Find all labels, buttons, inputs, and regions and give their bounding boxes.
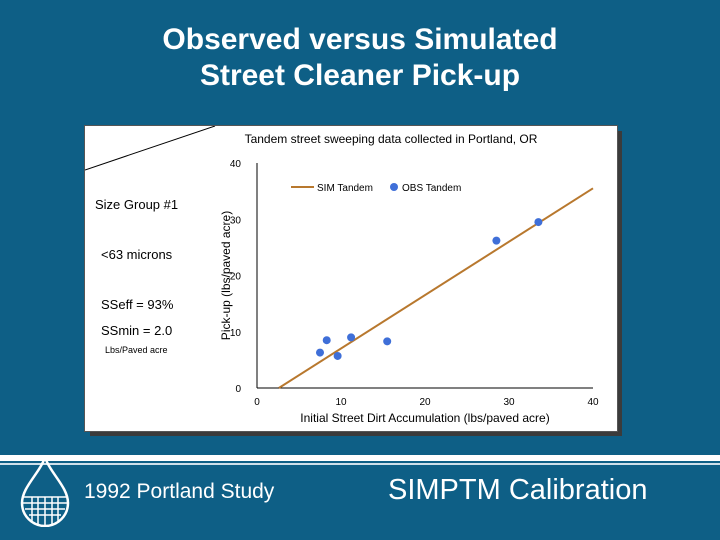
obs-tandem-point <box>333 351 342 360</box>
x-tick-label: 40 <box>587 397 599 408</box>
obs-tandem-point <box>492 236 501 245</box>
x-axis-label: Initial Street Dirt Accumulation (lbs/pa… <box>300 411 549 425</box>
tick-group: 0 10 20 30 40 0 10 20 30 40 <box>230 159 599 408</box>
sseff-label: SSeff = 93% <box>101 297 174 312</box>
y-tick-label: 0 <box>235 384 241 395</box>
footer-divider <box>0 455 720 461</box>
series-group <box>278 187 594 389</box>
y-tick-label: 20 <box>230 272 242 283</box>
y-tick-label: 40 <box>230 159 242 170</box>
footer-calibration-label: SIMPTM Calibration <box>388 474 648 506</box>
corner-diagonal <box>85 126 216 171</box>
x-tick-label: 20 <box>419 397 431 408</box>
x-tick-label: 30 <box>503 397 515 408</box>
slide-title: Observed versus Simulated Street Cleaner… <box>0 22 720 94</box>
legend-sim-label: SIM Tandem <box>317 183 373 194</box>
legend: SIM Tandem OBS Tandem <box>291 183 461 194</box>
obs-tandem-point <box>322 336 331 345</box>
footer-study-label: 1992 Portland Study <box>84 480 275 503</box>
obs-tandem-point <box>316 348 324 357</box>
obs-tandem-point <box>347 333 356 342</box>
legend-obs-swatch <box>390 183 398 191</box>
ssmin-label: SSmin = 2.0 <box>101 323 173 338</box>
y-tick-label: 10 <box>230 328 242 339</box>
legend-obs-label: OBS Tandem <box>402 183 461 194</box>
obs-tandem-point <box>534 218 543 227</box>
chart-panel: Size Group #1 <63 microns SSeff = 93% SS… <box>84 125 618 432</box>
scatter-chart: Tandem street sweeping data collected in… <box>85 126 599 425</box>
sim-tandem-line <box>278 187 594 389</box>
obs-tandem-point <box>383 337 392 346</box>
x-tick-label: 0 <box>254 397 260 408</box>
particle-size-label: <63 microns <box>101 247 173 262</box>
ssmin-units: Lbs/Paved acre <box>105 345 168 355</box>
footer-divider-thin <box>0 463 720 465</box>
chart-title: Tandem street sweeping data collected in… <box>245 132 538 146</box>
size-group-label: Size Group #1 <box>95 197 179 212</box>
title-line-1: Observed versus Simulated <box>162 23 558 56</box>
y-axis-label: Pick-up (lbs/paved acre) <box>219 211 233 340</box>
title-line-2: Street Cleaner Pick-up <box>199 59 521 92</box>
y-tick-label: 30 <box>230 215 242 226</box>
water-drop-icon <box>20 455 70 527</box>
x-tick-label: 10 <box>335 397 347 408</box>
